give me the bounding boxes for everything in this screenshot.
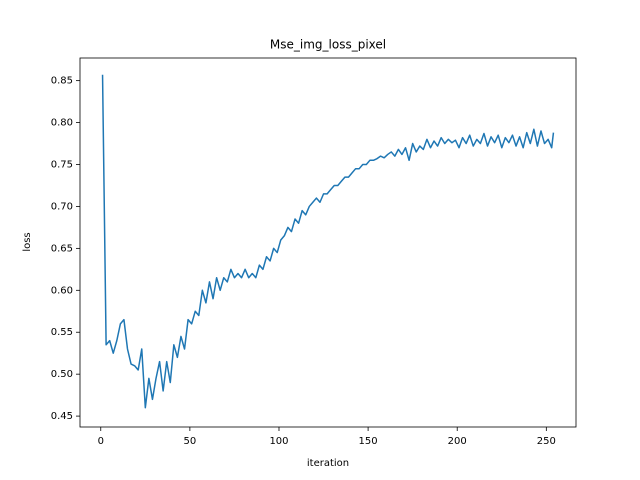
y-axis-label: loss [22,232,33,251]
plot-frame [79,57,577,428]
y-tick-label: 0.85 [51,76,73,87]
line-series [101,74,555,409]
x-tick-label: 150 [359,436,378,447]
y-tick-label: 0.75 [51,160,73,171]
x-tick-label: 50 [184,436,197,447]
y-tick-label: 0.60 [51,285,73,296]
y-tick-label: 0.80 [51,118,73,129]
chart-title: Mse_img_loss_pixel [270,38,386,52]
x-tick-label: 100 [269,436,288,447]
y-tick-label: 0.65 [51,243,73,254]
x-tick-label: 0 [98,436,104,447]
x-tick-label: 200 [448,436,467,447]
y-tick-label: 0.50 [51,369,73,380]
y-tick-label: 0.70 [51,201,73,212]
y-tick-label: 0.45 [51,411,73,422]
y-tick-label: 0.55 [51,327,73,338]
x-tick-label: 250 [537,436,556,447]
x-axis-label: iteration [307,458,349,469]
